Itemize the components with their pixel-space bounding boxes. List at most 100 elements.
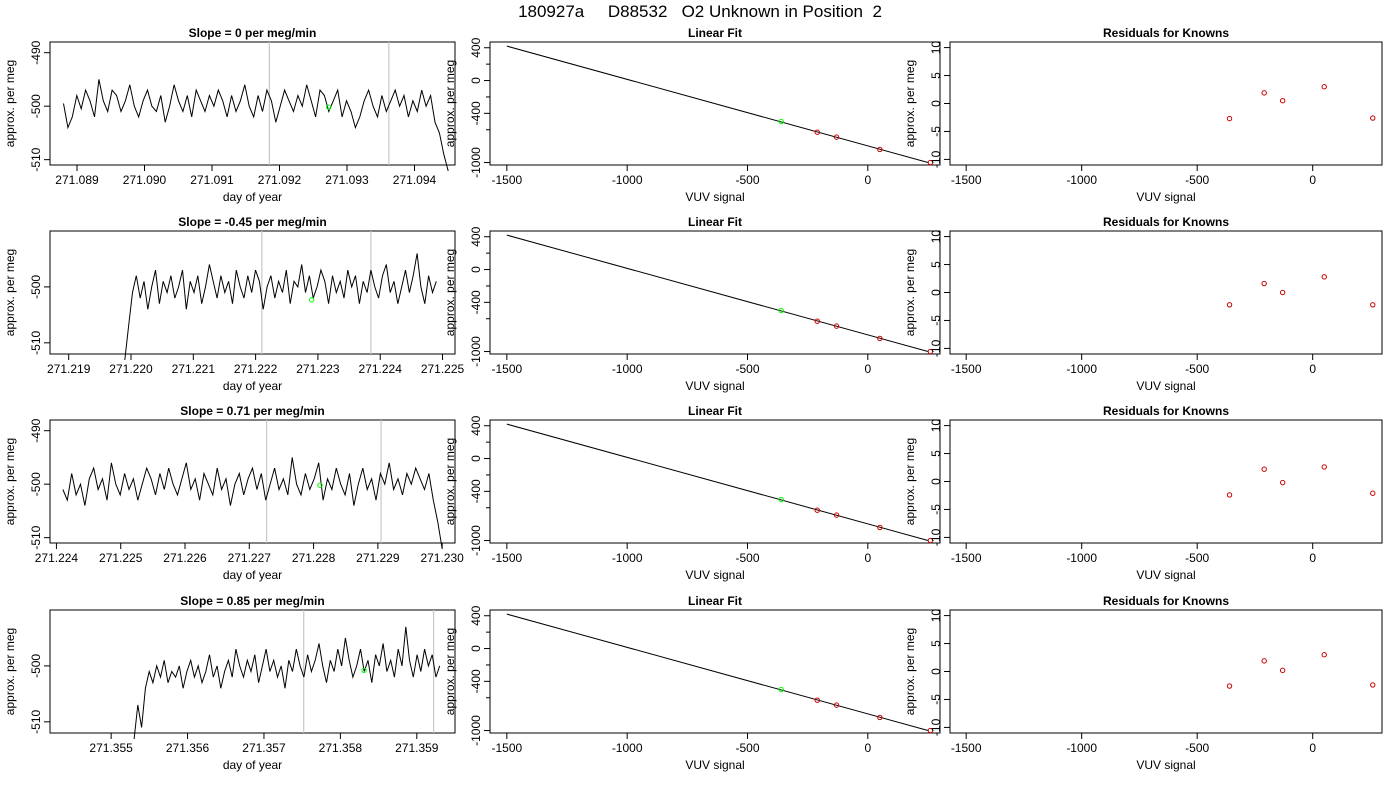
linear-fit-4-xtick-label: 0 [864,741,871,755]
time-series-3-xtick-label: 271.225 [99,551,143,565]
linear-fit-1-data-point [833,134,840,140]
residuals-2-xtick-label: -500 [1185,362,1209,376]
time-series-2-ytick-label: -510 [29,330,43,354]
linear-fit-4-data-point [833,702,840,708]
linear-fit-2-data-point [814,318,820,324]
residuals-3-data-point [1261,466,1267,472]
residuals-4-xtick-label: 0 [1309,741,1316,755]
residuals-4-xtick-label: -1500 [951,741,982,755]
residuals-1-xtick-label: 0 [1309,173,1316,187]
time-series-3-ytick-label: -500 [29,472,43,496]
residuals-3-ylabel: approx. per meg [903,438,917,525]
residuals-3-ytick-label: -5 [929,504,943,515]
residuals-1-data-point [1370,115,1376,121]
residuals-3-data-point [1321,464,1327,470]
residuals-3-ytick-label: 0 [929,478,943,485]
residuals-4-data-point [1261,658,1267,664]
residuals-4-data-point [1321,652,1327,658]
time-series-1-plot-frame [49,41,456,166]
linear-fit-1-ytick-label: 400 [469,37,483,57]
time-series-1-xtick-label: 271.090 [123,173,167,187]
linear-fit-2-xlabel: VUV signal [685,379,744,393]
residuals-3-data-point [1279,479,1286,486]
residuals-1-data-point [1279,98,1286,104]
linear-fit-4-data-point [814,697,820,703]
linear-fit-2-title: Linear Fit [688,215,742,229]
time-series-4-xtick-label: 271.358 [319,741,363,755]
time-series-1-xlabel: day of year [223,190,282,204]
residuals-2-data-point [1261,280,1267,287]
time-series-2-title: Slope = -0.45 per meg/min [178,215,326,229]
residuals-2-ytick-label: 0 [929,289,943,296]
time-series-2-xlabel: day of year [223,379,282,393]
linear-fit-3-xtick-label: -1000 [612,551,643,565]
time-series-1-series-line [63,79,449,172]
time-series-4-plot-frame [49,609,456,734]
time-series-3-ytick-label: -510 [29,525,43,549]
linear-fit-4-ylabel: approx. per meg [443,628,457,715]
time-series-4-xtick-label: 271.357 [242,741,286,755]
time-series-2-series-line [124,253,437,361]
time-series-3-title: Slope = 0.71 per meg/min [180,404,324,418]
residuals-2-ytick-label: -5 [929,315,943,326]
linear-fit-2-plot-frame [489,230,941,355]
residuals-1-xtick-label: -1000 [1066,173,1097,187]
time-series-1-ylabel: approx. per meg [3,60,17,147]
residuals-4-xtick-label: -1000 [1066,741,1097,755]
residuals-1-xtick-label: -500 [1185,173,1209,187]
linear-fit-4-ytick-label: -1000 [469,715,483,746]
linear-fit-1-xlabel: VUV signal [685,190,744,204]
linear-fit-3-data-point [877,524,883,531]
residuals-2-xtick-label: -1500 [951,362,982,376]
residuals-2-ytick-label: 10 [929,230,943,244]
residuals-1-title: Residuals for Knowns [1103,26,1229,40]
residuals-3-xtick-label: 0 [1309,551,1316,565]
residuals-4-plot-frame [949,609,1383,734]
time-series-4-series-line [133,626,441,740]
linear-fit-3-xtick-label: -500 [735,551,759,565]
linear-fit-3-ytick-label: 400 [469,415,483,435]
linear-fit-2-data-point [778,307,784,314]
residuals-3-xlabel: VUV signal [1136,568,1195,582]
linear-fit-3-xtick-label: 0 [864,551,871,565]
time-series-1-ytick-label: -510 [29,147,43,171]
residuals-1-plot-frame [949,41,1383,166]
residuals-1-data-point [1226,115,1233,122]
linear-fit-3-ytick-label: 0 [469,455,483,462]
residuals-3-plot-frame [949,419,1383,544]
time-series-2-ylabel: approx. per meg [3,249,17,336]
time-series-2-xtick-label: 271.224 [359,362,403,376]
residuals-2-ylabel: approx. per meg [903,249,917,336]
linear-fit-2-xtick-label: 0 [864,362,871,376]
time-series-1-data-point [326,104,332,110]
time-series-1-xtick-label: 271.092 [258,173,302,187]
linear-fit-4-xtick-label: -1000 [612,741,643,755]
linear-fit-4-ytick-label: 400 [469,605,483,625]
time-series-4-ytick-label: -510 [29,709,43,733]
residuals-4-xlabel: VUV signal [1136,758,1195,772]
time-series-2-xtick-label: 271.225 [421,362,465,376]
time-series-2-xtick-label: 271.220 [109,362,153,376]
time-series-3-ylabel: approx. per meg [3,438,17,525]
time-series-3-xtick-label: 271.226 [163,551,207,565]
time-series-4-xtick-label: 271.359 [395,741,439,755]
linear-fit-3-plot-frame [489,419,941,544]
linear-fit-2-ytick-label: 400 [469,226,483,246]
residuals-2-plot-frame [949,230,1383,355]
linear-fit-2-data-point [833,323,840,329]
residuals-1-ytick-label: -5 [929,126,943,137]
time-series-1-ytick-label: -500 [29,94,43,118]
linear-fit-4-fit-line [506,613,929,732]
time-series-2-xtick-label: 271.221 [172,362,216,376]
linear-fit-3-xtick-label: -1500 [491,551,522,565]
time-series-2-xtick-label: 271.223 [296,362,340,376]
time-series-2-xtick-label: 271.222 [234,362,278,376]
linear-fit-3-ylabel: approx. per meg [443,438,457,525]
time-series-3-xtick-label: 271.227 [228,551,272,565]
linear-fit-4-title: Linear Fit [688,594,742,608]
time-series-3-xtick-label: 271.228 [292,551,336,565]
residuals-1-ytick-label: 5 [929,72,943,79]
residuals-2-data-point [1226,302,1233,308]
time-series-1-xtick-label: 271.094 [393,173,437,187]
residuals-1-xlabel: VUV signal [1136,190,1195,204]
